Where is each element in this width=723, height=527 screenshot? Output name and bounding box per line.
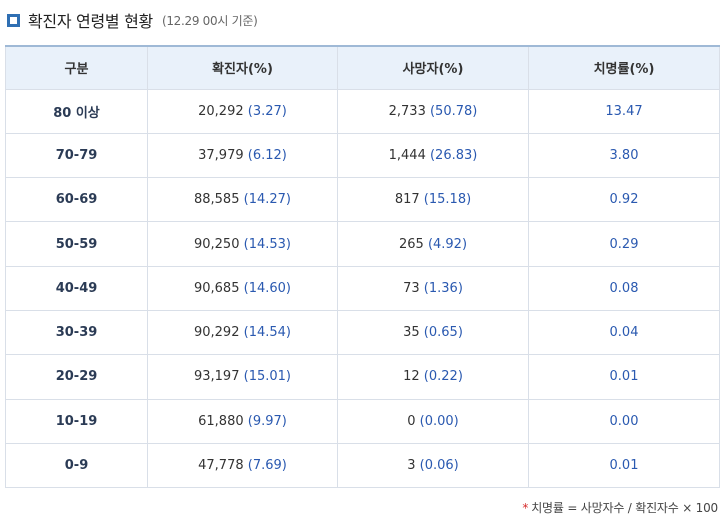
section-header: 확진자 연령별 현황 (12.29 00시 기준) [7,8,258,32]
section-title: 확진자 연령별 현황 [28,12,153,31]
deaths-count: 265 [398,236,424,252]
cases-percent: (14.54) [243,325,291,341]
fatality-rate-cell: 0.01 [528,354,720,400]
deaths-percent: (15.18) [423,192,472,208]
cases-cell: 90,250 (14.53) [147,221,338,267]
table-row: 50-59 90,250 (14.53) 265 (4.92) 0.29 [5,221,720,267]
column-header-deaths: 사망자(%) [337,45,529,90]
cases-cell: 90,685 (14.60) [147,265,338,311]
table-row: 20-29 93,197 (15.01) 12 (0.22) 0.01 [5,354,720,400]
deaths-count: 73 [403,280,420,296]
footnote: * 치명률 = 사망자수 / 확진자수 × 100 [522,499,718,516]
fatality-rate-cell: 0.01 [528,442,720,489]
fatality-rate-cell: 0.29 [528,221,720,267]
deaths-percent: (0.22) [423,369,463,385]
deaths-count: 2,733 [388,103,426,119]
cases-percent: (15.01) [243,369,291,385]
table-row: 30-39 90,292 (14.54) 35 (0.65) 0.04 [5,309,720,356]
cases-percent: (14.60) [243,280,291,296]
cases-count: 61,880 [198,413,244,429]
deaths-percent: (0.65) [423,325,463,341]
cases-percent: (9.97) [247,413,287,429]
cases-cell: 61,880 (9.97) [147,398,338,444]
fatality-rate-cell: 0.92 [528,177,720,223]
cases-cell: 93,197 (15.01) [147,354,338,400]
cases-cell: 90,292 (14.54) [147,309,338,356]
age-stats-table: 구분 확진자(%) 사망자(%) 치명률(%) 80 이상 20,292 (3.2… [5,45,720,489]
deaths-percent: (0.06) [419,458,459,474]
age-group-cell: 30-39 [5,309,148,356]
deaths-percent: (1.36) [423,280,463,296]
table-row: 0-9 47,778 (7.69) 3 (0.06) 0.01 [5,442,720,489]
deaths-cell: 35 (0.65) [337,309,529,356]
deaths-cell: 2,733 (50.78) [337,88,529,134]
deaths-cell: 3 (0.06) [337,442,529,489]
age-group-cell: 20-29 [5,354,148,400]
table-row: 60-69 88,585 (14.27) 817 (15.18) 0.92 [5,177,720,223]
footnote-text: 치명률 = 사망자수 / 확진자수 × 100 [531,501,718,515]
cases-cell: 47,778 (7.69) [147,442,338,489]
fatality-rate-cell: 3.80 [528,132,720,179]
deaths-cell: 817 (15.18) [337,177,529,223]
deaths-percent: (0.00) [419,413,459,429]
age-group-cell: 60-69 [5,177,148,223]
column-header-category: 구분 [5,45,148,90]
cases-percent: (6.12) [247,147,287,163]
cases-count: 37,979 [198,147,244,163]
age-group-cell: 80 이상 [5,88,148,134]
cases-cell: 88,585 (14.27) [147,177,338,223]
age-group-cell: 70-79 [5,132,148,179]
cases-percent: (14.53) [243,236,291,252]
table-row: 40-49 90,685 (14.60) 73 (1.36) 0.08 [5,265,720,311]
table-row: 70-79 37,979 (6.12) 1,444 (26.83) 3.80 [5,132,720,179]
cases-cell: 20,292 (3.27) [147,88,338,134]
footnote-star: * [522,501,529,515]
table-header-row: 구분 확진자(%) 사망자(%) 치명률(%) [5,45,720,90]
age-group-cell: 40-49 [5,265,148,311]
cases-count: 20,292 [198,103,244,119]
deaths-count: 817 [394,192,420,208]
cases-cell: 37,979 (6.12) [147,132,338,179]
fatality-rate-cell: 0.04 [528,309,720,356]
cases-percent: (7.69) [247,458,287,474]
deaths-count: 0 [407,413,416,429]
column-header-cases: 확진자(%) [147,45,338,90]
cases-percent: (3.27) [247,103,287,119]
deaths-percent: (26.83) [429,147,478,163]
table-row: 10-19 61,880 (9.97) 0 (0.00) 0.00 [5,398,720,444]
deaths-percent: (50.78) [429,103,478,119]
column-header-fatality-rate: 치명률(%) [528,45,720,90]
cases-count: 90,250 [193,236,240,252]
deaths-count: 1,444 [388,147,426,163]
table-row: 80 이상 20,292 (3.27) 2,733 (50.78) 13.47 [5,88,720,134]
deaths-cell: 73 (1.36) [337,265,529,311]
cases-count: 88,585 [193,192,240,208]
cases-count: 47,778 [198,458,244,474]
cases-count: 90,685 [193,280,240,296]
deaths-cell: 12 (0.22) [337,354,529,400]
cases-percent: (14.27) [243,192,291,208]
deaths-count: 3 [407,458,416,474]
fatality-rate-cell: 0.08 [528,265,720,311]
table-body: 80 이상 20,292 (3.27) 2,733 (50.78) 13.47 70-7… [5,88,720,489]
fatality-rate-cell: 0.00 [528,398,720,444]
deaths-cell: 265 (4.92) [337,221,529,267]
square-bullet-icon [7,13,20,27]
deaths-count: 35 [403,325,420,341]
age-group-cell: 0-9 [5,442,148,489]
cases-count: 93,197 [193,369,240,385]
age-group-cell: 10-19 [5,398,148,444]
deaths-count: 12 [403,369,420,385]
age-group-cell: 50-59 [5,221,148,267]
deaths-cell: 1,444 (26.83) [337,132,529,179]
deaths-cell: 0 (0.00) [337,398,529,444]
cases-count: 90,292 [193,325,240,341]
fatality-rate-cell: 13.47 [528,88,720,134]
deaths-percent: (4.92) [427,236,468,252]
section-subtitle: (12.29 00시 기준) [161,13,258,28]
